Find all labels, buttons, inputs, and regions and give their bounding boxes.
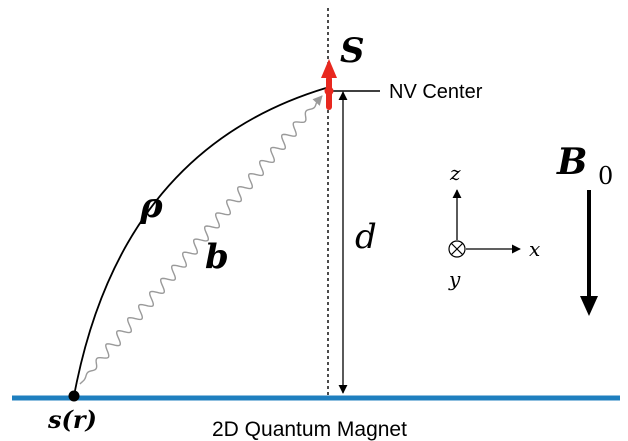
- field-label: B: [556, 141, 587, 183]
- nv-center-label: NV Center: [389, 81, 483, 103]
- z-axis-label: z: [449, 161, 461, 185]
- y-axis-label: y: [448, 267, 461, 291]
- b-label: b: [205, 237, 229, 277]
- spin-arrow: [321, 59, 337, 110]
- x-axis-label: x: [529, 237, 540, 261]
- y-axis-into-page-icon: [448, 240, 466, 258]
- source-label: s(r): [47, 405, 97, 434]
- field-subscript: 0: [598, 162, 613, 190]
- b-wavy-propagator: [79, 95, 323, 385]
- spin-label: S: [340, 31, 365, 71]
- rho-label: ρ: [139, 186, 163, 226]
- source-point: [68, 390, 80, 402]
- distance-label: d: [355, 217, 377, 257]
- rho-arc: [73, 87, 327, 397]
- magnet-label: 2D Quantum Magnet: [212, 418, 407, 441]
- field-arrow-head: [580, 296, 598, 316]
